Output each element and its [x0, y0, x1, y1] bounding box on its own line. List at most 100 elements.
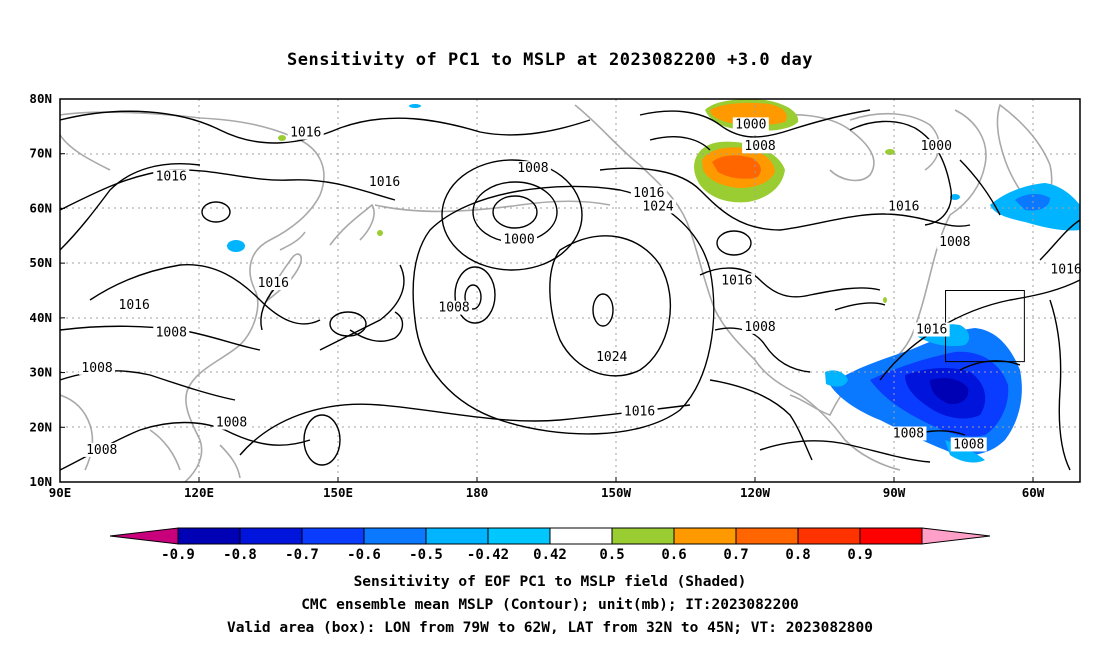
colorbar-label: 0.5 [599, 547, 624, 563]
contour-label-bg [1048, 262, 1085, 277]
contour-label-bg [514, 161, 551, 176]
colorbar-swatch [673, 527, 737, 545]
contour-label: 1016 [916, 323, 947, 338]
contour-label: 1016 [290, 126, 321, 141]
colorbar-swatch [363, 527, 427, 545]
contour-label: 1000 [735, 117, 766, 132]
contour-label: 1000 [503, 232, 534, 247]
contour-label-bg [79, 360, 116, 375]
contour-label-bg [742, 319, 779, 334]
lon-tick-label: 150E [323, 485, 353, 500]
colorbar-label: -0.5 [409, 547, 443, 563]
contour-label-bg [936, 234, 973, 249]
lat-tick-label: 80N [29, 91, 52, 106]
contour-label: 1024 [596, 350, 627, 365]
colorbar-label: -0.9 [161, 547, 195, 563]
colorbar-swatch [735, 527, 799, 545]
contour-label-bg [213, 415, 250, 430]
colorbar-label: -0.8 [223, 547, 257, 563]
lat-tick-label: 60N [29, 200, 52, 215]
latitude-tick-labels: 80N 70N 60N 50N 40N 30N 20N 10N [29, 91, 65, 489]
colorbar-label: -0.42 [467, 547, 509, 563]
contour-label: 1016 [888, 199, 919, 214]
contour-label-bg [153, 325, 190, 340]
contour-label-bg [436, 300, 473, 315]
colorbar-swatch [859, 527, 923, 545]
colorbar-label: 0.42 [533, 547, 567, 563]
contour-label-bg [950, 437, 987, 452]
colorbar-label: 0.9 [847, 547, 872, 563]
contour-label-bg [116, 297, 153, 312]
contour-label-bg [255, 276, 292, 291]
colorbar-high-arrow [921, 527, 991, 545]
contour-label-bg [640, 199, 677, 214]
contour-label: 1008 [517, 161, 548, 176]
lon-tick-label: 120W [740, 485, 771, 500]
contour-label: 1008 [156, 325, 187, 340]
colorbar-label: -0.7 [285, 547, 319, 563]
sensitivity-shading [227, 99, 1080, 463]
colorbar-swatch [425, 527, 489, 545]
lat-tick-label: 10N [29, 474, 52, 489]
lon-tick-label: 180 [466, 485, 489, 500]
colorbar-label: 0.7 [723, 547, 748, 563]
contour-label: 1016 [258, 276, 289, 291]
contour-label-bg [630, 185, 667, 200]
contour-label: 1016 [119, 298, 150, 313]
coastlines [60, 103, 1053, 482]
contour-label-bg [83, 442, 120, 457]
lon-tick-label: 90W [883, 485, 906, 500]
contour-label: 1008 [81, 361, 112, 376]
footer-line-1: Sensitivity of EOF PC1 to MSLP field (Sh… [353, 574, 747, 590]
contour-label: 1016 [721, 273, 752, 288]
lat-tick-label: 70N [29, 146, 52, 161]
colorbar-swatch [611, 527, 675, 545]
lat-tick-label: 50N [29, 255, 52, 270]
contour-label-bg [593, 349, 630, 364]
footer-line-3: Valid area (box): LON from 79W to 62W, L… [226, 620, 873, 636]
contour-label-bg [885, 199, 922, 214]
contour-label: 1016 [624, 405, 655, 420]
colorbar-swatch [177, 527, 241, 545]
contour-label: 1016 [1050, 262, 1081, 277]
lon-tick-label: 90E [49, 485, 72, 500]
colorbar-swatch [549, 527, 613, 545]
lon-tick-label: 150W [601, 485, 632, 500]
contour-label: 1008 [216, 416, 247, 431]
plot-frame [59, 98, 1081, 483]
colorbar-swatch [239, 527, 303, 545]
lat-tick-label: 30N [29, 365, 52, 380]
contour-label: 1016 [369, 175, 400, 190]
contour-label-bg [153, 169, 190, 184]
longitude-tick-labels: 90E 120E 150E 180 150W 120W 90W 60W [49, 477, 1045, 500]
colorbar: -0.9 -0.8 -0.7 -0.6 -0.5 -0.42 0.42 0.5 0.6 0.7 0.… [109, 527, 991, 563]
contour-label: 1016 [156, 169, 187, 184]
map-title: Sensitivity of PC1 to MSLP at 2023082200… [286, 50, 813, 70]
colorbar-label: 0.8 [785, 547, 810, 563]
contour-label-bg [918, 139, 955, 154]
lon-tick-label: 60W [1022, 485, 1045, 500]
contour-label: 1008 [953, 437, 984, 452]
contour-label-bg [732, 117, 769, 132]
contour-label-bg [913, 322, 950, 337]
contour-label-bg [742, 139, 779, 154]
contour-label: 1008 [939, 235, 970, 250]
contour-label: 1008 [86, 443, 117, 458]
colorbar-label: 0.6 [661, 547, 686, 563]
contour-label: 1024 [642, 199, 673, 214]
contour-label: 1008 [744, 320, 775, 335]
colorbar-swatch [797, 527, 861, 545]
contour-label-bg [501, 232, 537, 247]
contour-label-bg [890, 426, 927, 441]
lon-tick-label: 120E [184, 485, 214, 500]
contour-label: 1008 [893, 426, 924, 441]
contour-label-bg [621, 404, 658, 419]
contour-label-bg [287, 125, 324, 140]
contour-label: 1016 [633, 186, 664, 201]
colorbar-swatch [301, 527, 365, 545]
contour-label: 1008 [438, 301, 469, 316]
footer-line-2: CMC ensemble mean MSLP (Contour); unit(m… [301, 597, 799, 613]
colorbar-label: -0.6 [347, 547, 381, 563]
